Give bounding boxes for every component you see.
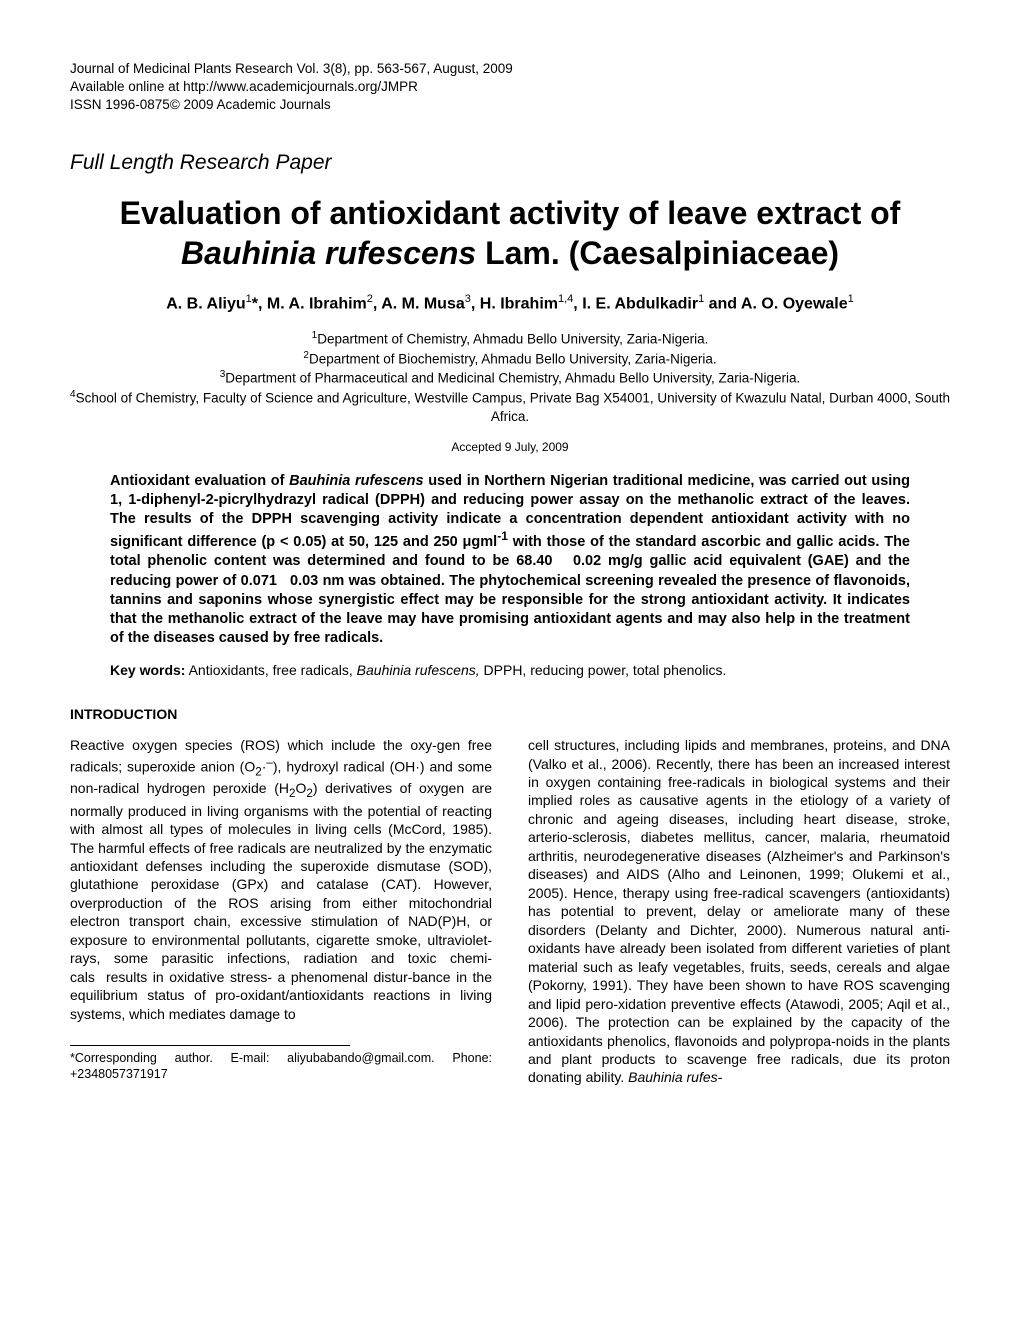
footnote-line1: *Corresponding author. E-mail: aliyubaba… [70,1051,435,1065]
online-line: Available online at http://www.academicj… [70,78,950,96]
affiliation-3: 3Department of Pharmaceutical and Medici… [70,368,950,388]
title-line1: Evaluation of antioxidant activity of le… [120,195,901,231]
accepted-date: Accepted 9 July, 2009 [70,440,950,454]
affiliation-4: 4School of Chemistry, Faculty of Science… [70,388,950,426]
paper-title: Evaluation of antioxidant activity of le… [70,193,950,273]
keywords-label: Key words: [110,662,185,678]
footnote-separator [70,1045,350,1046]
authors: A. B. Aliyu1*, M. A. Ibrahim2, A. M. Mus… [70,293,950,313]
title-tail: Lam. (Caesalpiniaceae) [476,235,839,271]
journal-header: Journal of Medicinal Plants Research Vol… [70,60,950,115]
keywords: Key words: Antioxidants, free radicals, … [110,662,910,678]
issn-line: ISSN 1996-0875© 2009 Academic Journals [70,96,950,114]
corresponding-author-footnote: *Corresponding author. E-mail: aliyubaba… [70,1050,492,1083]
section-heading-introduction: INTRODUCTION [70,706,950,722]
affiliations: 1Department of Chemistry, Ahmadu Bello U… [70,329,950,426]
body-left: Reactive oxygen species (ROS) which incl… [70,736,492,1023]
keywords-text: Antioxidants, free radicals, Bauhinia ru… [185,662,726,678]
paper-type: Full Length Research Paper [70,151,950,175]
affiliation-1: 1Department of Chemistry, Ahmadu Bello U… [70,329,950,349]
journal-line: Journal of Medicinal Plants Research Vol… [70,60,950,78]
body-columns: Reactive oxygen species (ROS) which incl… [70,736,950,1087]
abstract: Antioxidant evaluation of Bauhinia rufes… [110,472,910,648]
body-right: cell structures, including lipids and me… [528,736,950,1087]
affiliation-2: 2Department of Biochemistry, Ahmadu Bell… [70,349,950,369]
title-species: Bauhinia rufescens [181,235,476,271]
